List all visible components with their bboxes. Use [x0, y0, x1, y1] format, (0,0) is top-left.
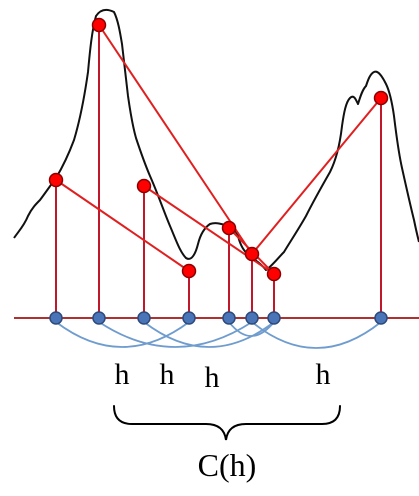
sample-point-5 [221, 220, 237, 236]
lag-arc-2 [98, 321, 253, 348]
sample-point-2 [91, 17, 107, 33]
lag-arc-4 [228, 321, 275, 337]
axis-point-8 [374, 311, 388, 325]
sample-point-6 [244, 246, 260, 262]
lag-label-1: h [115, 358, 130, 391]
lag-arc-3 [143, 321, 275, 348]
lag-label-3: h [205, 361, 220, 394]
brace-label: C(h) [198, 447, 257, 483]
lag-label-4: h [316, 358, 331, 391]
sample-stems [55, 25, 382, 318]
sample-point-8 [373, 90, 389, 106]
axis-point-2 [92, 311, 106, 325]
sample-point-1 [48, 172, 64, 188]
connector-2-6 [98, 24, 253, 255]
connector-6-8 [251, 97, 382, 255]
lag-arc-5 [251, 321, 382, 349]
axis-point-5 [222, 311, 236, 325]
lag-arc-1 [55, 321, 190, 348]
lag-arcs [55, 321, 382, 349]
pair-connectors [55, 24, 382, 275]
axis-points [49, 311, 388, 325]
axis-point-3 [137, 311, 151, 325]
sample-point-4 [181, 263, 197, 279]
axis-point-1 [49, 311, 63, 325]
connector-1-4 [55, 179, 190, 272]
axis-point-4 [182, 311, 196, 325]
axis-point-6 [245, 311, 259, 325]
sample-point-7 [266, 266, 282, 282]
grouping-brace [113, 405, 341, 441]
lag-label-2: h [160, 358, 175, 391]
sample-points [48, 17, 389, 282]
sample-point-3 [136, 178, 152, 194]
terrain-profile-curve [13, 8, 419, 271]
axis-point-7 [267, 311, 281, 325]
